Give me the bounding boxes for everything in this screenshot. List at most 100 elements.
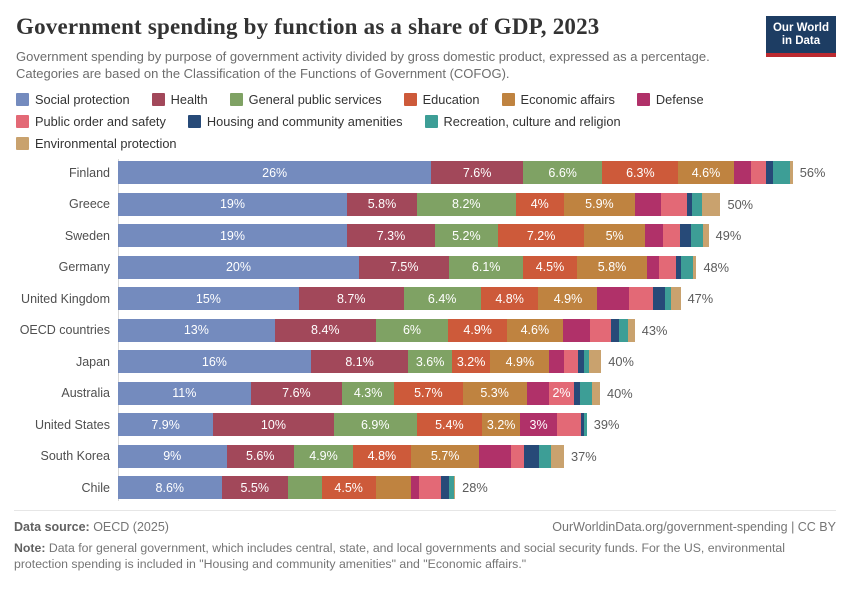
segment-economic-affairs[interactable]: 4.6% — [507, 318, 563, 342]
segment-education[interactable]: 4.9% — [448, 318, 508, 342]
segment-environmental-protection[interactable] — [790, 161, 793, 184]
segment-defense[interactable] — [479, 444, 511, 468]
segment-defense[interactable] — [644, 224, 663, 247]
segment-general-public-services[interactable]: 4.9% — [294, 444, 353, 468]
segment-education[interactable]: 7.2% — [497, 224, 585, 247]
segment-defense[interactable] — [634, 192, 662, 216]
segment-health[interactable]: 8.7% — [298, 287, 404, 310]
segment-health[interactable]: 5.6% — [226, 444, 294, 468]
segment-social-protection[interactable]: 19% — [118, 192, 347, 216]
segment-housing-and-community-amenities[interactable] — [766, 161, 774, 184]
segment-public-order-and-safety[interactable] — [662, 224, 680, 247]
segment-recreation-culture-and-religion[interactable] — [449, 476, 454, 499]
segment-health[interactable]: 10% — [213, 413, 334, 436]
segment-housing-and-community-amenities[interactable] — [580, 413, 585, 436]
segment-public-order-and-safety[interactable] — [590, 318, 611, 342]
segment-economic-affairs[interactable] — [375, 476, 411, 499]
legend-item-health[interactable]: Health — [151, 92, 208, 107]
segment-defense[interactable] — [549, 350, 564, 373]
segment-environmental-protection[interactable] — [692, 255, 697, 279]
segment-general-public-services[interactable]: 6% — [375, 318, 449, 342]
segment-environmental-protection[interactable] — [670, 287, 681, 310]
segment-recreation-culture-and-religion[interactable] — [538, 444, 551, 468]
segment-social-protection[interactable]: 13% — [118, 318, 275, 342]
segment-education[interactable]: 6.3% — [602, 161, 679, 184]
segment-recreation-culture-and-religion[interactable] — [773, 161, 791, 184]
segment-housing-and-community-amenities[interactable] — [686, 192, 692, 216]
segment-environmental-protection[interactable] — [589, 350, 602, 373]
owid-logo[interactable]: Our World in Data — [765, 16, 836, 57]
segment-housing-and-community-amenities[interactable] — [524, 444, 539, 468]
segment-environmental-protection[interactable] — [453, 476, 456, 499]
segment-social-protection[interactable]: 26% — [118, 161, 432, 184]
segment-housing-and-community-amenities[interactable] — [679, 224, 691, 247]
segment-general-public-services[interactable]: 6.9% — [333, 413, 417, 436]
segment-recreation-culture-and-religion[interactable] — [691, 192, 703, 216]
segment-recreation-culture-and-religion[interactable] — [664, 287, 671, 310]
segment-public-order-and-safety[interactable] — [563, 350, 579, 373]
segment-economic-affairs[interactable]: 3.2% — [481, 413, 521, 436]
segment-defense[interactable] — [410, 476, 420, 499]
segment-general-public-services[interactable]: 6.1% — [449, 255, 523, 279]
segment-environmental-protection[interactable] — [627, 318, 635, 342]
segment-recreation-culture-and-religion[interactable] — [619, 318, 628, 342]
segment-recreation-culture-and-religion[interactable] — [690, 224, 703, 247]
segment-environmental-protection[interactable] — [591, 381, 601, 405]
segment-public-order-and-safety[interactable] — [419, 476, 441, 499]
segment-health[interactable]: 7.6% — [431, 161, 523, 184]
segment-housing-and-community-amenities[interactable] — [652, 287, 665, 310]
segment-health[interactable]: 8.1% — [310, 350, 409, 373]
segment-public-order-and-safety[interactable] — [556, 413, 581, 436]
segment-recreation-culture-and-religion[interactable] — [680, 255, 693, 279]
legend-item-recreation-culture-and-religion[interactable]: Recreation, culture and religion — [424, 114, 621, 129]
segment-public-order-and-safety[interactable] — [628, 287, 653, 310]
segment-health[interactable]: 5.8% — [347, 192, 417, 216]
segment-education[interactable]: 5.7% — [393, 381, 463, 405]
legend-item-housing-and-community-amenities[interactable]: Housing and community amenities — [187, 114, 403, 129]
segment-recreation-culture-and-religion[interactable] — [584, 350, 590, 373]
segment-housing-and-community-amenities[interactable] — [578, 350, 585, 373]
segment-economic-affairs[interactable]: 5% — [584, 224, 645, 247]
segment-housing-and-community-amenities[interactable] — [675, 255, 681, 279]
segment-economic-affairs[interactable]: 5.3% — [462, 381, 527, 405]
segment-social-protection[interactable]: 11% — [118, 381, 251, 405]
segment-social-protection[interactable]: 20% — [118, 255, 359, 279]
segment-economic-affairs[interactable]: 5.8% — [577, 255, 647, 279]
segment-education[interactable]: 4.5% — [321, 476, 376, 499]
segment-economic-affairs[interactable]: 4.9% — [490, 350, 550, 373]
legend-item-general-public-services[interactable]: General public services — [229, 92, 382, 107]
segment-public-order-and-safety[interactable] — [510, 444, 525, 468]
segment-social-protection[interactable]: 7.9% — [118, 413, 214, 436]
segment-education[interactable]: 4.8% — [353, 444, 411, 468]
segment-economic-affairs[interactable]: 4.9% — [538, 287, 598, 310]
segment-general-public-services[interactable]: 3.6% — [408, 350, 452, 373]
segment-public-order-and-safety[interactable] — [659, 255, 676, 279]
legend-item-public-order-and-safety[interactable]: Public order and safety — [16, 114, 166, 129]
segment-recreation-culture-and-religion[interactable] — [579, 381, 592, 405]
segment-education[interactable]: 5.4% — [416, 413, 482, 436]
segment-general-public-services[interactable]: 8.2% — [416, 192, 516, 216]
segment-public-order-and-safety[interactable] — [661, 192, 687, 216]
segment-general-public-services[interactable]: 4.3% — [342, 381, 394, 405]
segment-economic-affairs[interactable]: 5.7% — [410, 444, 480, 468]
segment-general-public-services[interactable]: 6.6% — [522, 161, 603, 184]
credit-link[interactable]: OurWorldinData.org/government-spending |… — [552, 520, 836, 534]
segment-defense[interactable] — [646, 255, 660, 279]
legend-item-environmental-protection[interactable]: Environmental protection — [16, 136, 177, 151]
segment-housing-and-community-amenities[interactable] — [440, 476, 450, 499]
legend-item-economic-affairs[interactable]: Economic affairs — [501, 92, 615, 107]
segment-public-order-and-safety[interactable] — [750, 161, 767, 184]
segment-environmental-protection[interactable] — [702, 224, 709, 247]
segment-social-protection[interactable]: 9% — [118, 444, 227, 468]
legend-item-education[interactable]: Education — [403, 92, 480, 107]
segment-defense[interactable] — [733, 161, 751, 184]
segment-health[interactable]: 7.5% — [359, 255, 450, 279]
segment-housing-and-community-amenities[interactable] — [573, 381, 580, 405]
segment-environmental-protection[interactable] — [702, 192, 721, 216]
segment-social-protection[interactable]: 16% — [118, 350, 311, 373]
segment-education[interactable]: 3.2% — [451, 350, 491, 373]
segment-health[interactable]: 7.3% — [347, 224, 435, 247]
segment-social-protection[interactable]: 19% — [118, 224, 347, 247]
segment-education[interactable]: 4.5% — [522, 255, 578, 279]
segment-general-public-services[interactable]: 6.4% — [403, 287, 481, 310]
